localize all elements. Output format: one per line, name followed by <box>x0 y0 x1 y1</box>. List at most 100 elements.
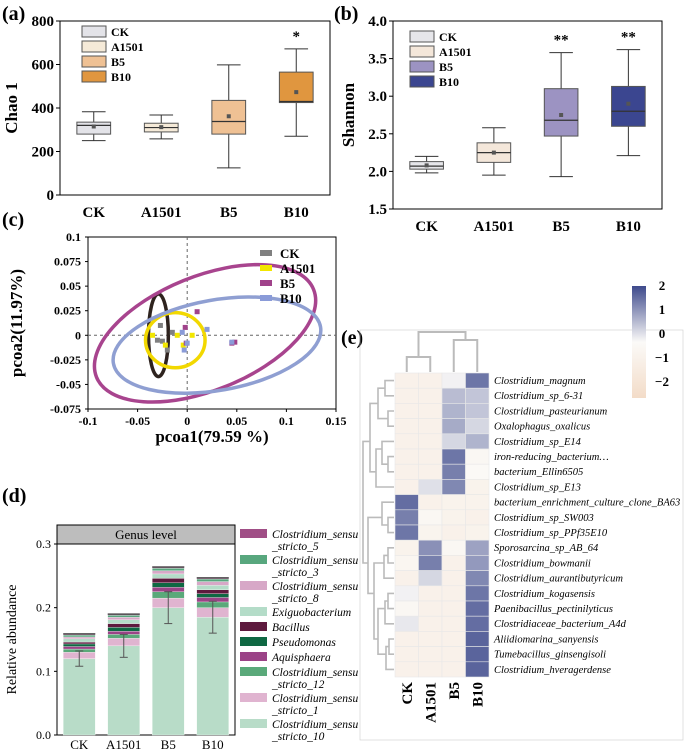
y-tick-label: 800 <box>32 14 55 30</box>
sample-point-B5 <box>232 339 238 345</box>
heatmap-cell <box>441 555 466 571</box>
legend-swatch <box>240 637 267 646</box>
sample-point-CK <box>169 329 175 335</box>
bar-segment-Bacillus <box>107 623 140 628</box>
legend-label: B10 <box>439 75 459 89</box>
heatmap-cell <box>441 403 466 419</box>
heatmap-cell <box>394 403 419 419</box>
sample-point-A1501 <box>180 342 186 348</box>
confidence-ellipse-B10 <box>111 295 323 395</box>
panel-label: (e) <box>341 327 363 349</box>
legend-swatch <box>240 607 267 616</box>
heatmap-cell <box>394 646 419 663</box>
colorbar-tick-label: 1 <box>659 302 666 317</box>
box-iqr <box>611 85 646 127</box>
legend-label: _stricto_5 <box>271 541 319 553</box>
plot-frame <box>87 236 337 410</box>
row-label: Clostridium_bowmanii <box>494 558 591 569</box>
row-label: Clostridiaceae_bacterium_A4d <box>494 619 627 630</box>
row-label: Clostridium_pasteurianum <box>494 406 608 417</box>
heatmap-cell <box>418 631 443 647</box>
legend-label: Clostridium_sensu <box>272 693 359 705</box>
bar-segment-Clostridium_sensu_stricto_8 <box>196 581 229 586</box>
mean-marker <box>294 90 299 95</box>
x-tick-label: A1501 <box>141 205 182 221</box>
dendro-branch <box>452 339 479 372</box>
heatmap-cell <box>394 433 419 450</box>
heatmap-cell <box>418 585 443 602</box>
heatmap-cell <box>394 539 419 556</box>
y-axis-label: pcoa2(11.97%) <box>7 269 26 377</box>
x-tick-label: B5 <box>161 737 176 751</box>
x-tick-label: CK <box>415 219 438 235</box>
heatmap-cell <box>394 418 419 435</box>
legend-label: CK <box>280 246 300 261</box>
sample-point-B5 <box>182 324 188 330</box>
bar-segment-Clostridium_sensu_stricto_10 <box>196 617 229 736</box>
bar-total-cap <box>63 633 96 635</box>
heatmap-cell <box>465 494 490 511</box>
panel-frame <box>359 329 684 741</box>
bar-segment-Clostridium_sensu_stricto_3 <box>152 568 185 571</box>
y-axis-label: Shannon <box>339 82 358 147</box>
y-tick-label: 0 <box>75 328 81 342</box>
dendro-branch <box>369 402 378 473</box>
bar-segment-Bacillus <box>152 578 185 583</box>
legend-label: A1501 <box>439 45 472 59</box>
legend-swatch <box>260 280 272 286</box>
y-tick-label: 3.5 <box>368 52 387 68</box>
heatmap-cell <box>418 646 443 663</box>
sample-point-B10 <box>181 347 187 353</box>
heatmap-cell <box>394 661 419 678</box>
dendro-branch <box>387 592 394 610</box>
x-tick-label: 0.15 <box>326 414 347 428</box>
column-label: A1501 <box>423 682 439 723</box>
heatmap-cell <box>441 418 466 435</box>
y-tick-label: 0.2 <box>36 601 51 615</box>
row-label: Paenibacillus_pectinilyticus <box>493 604 613 615</box>
heatmap-cell <box>418 524 443 541</box>
legend-label: _stricto_3 <box>271 567 319 579</box>
legend-label: Clostridium_sensu <box>272 581 359 593</box>
legend-swatch <box>240 719 267 728</box>
box-B5 <box>211 64 247 169</box>
legend-label: _stricto_10 <box>271 731 325 743</box>
panel-label: (c) <box>2 209 24 231</box>
bar-segment-Exiguobacterium <box>63 638 96 643</box>
legend-label: Clostridium_sensu <box>272 529 359 541</box>
heatmap-cell <box>441 509 466 526</box>
y-tick-label: 0.1 <box>66 230 81 244</box>
legend-label: _stricto_1 <box>271 705 319 717</box>
box-B10: ** <box>611 30 646 157</box>
legend-swatch <box>240 529 267 538</box>
heatmap-cell <box>418 387 443 404</box>
heatmap-cell <box>465 509 490 526</box>
dendro-branch <box>377 387 388 420</box>
dendro-branch <box>387 455 394 473</box>
x-tick-label: B5 <box>552 219 570 235</box>
y-tick-label: 0.05 <box>60 279 81 293</box>
bar-segment-Clostridium_sensu_stricto_10 <box>63 658 96 736</box>
x-tick-label: A1501 <box>106 737 141 751</box>
panel-c-pcoa-scatter: (c) -0.075 -0.05 -0.025 0 0.025 0.05 0.075 0.1 -0… <box>2 209 347 446</box>
heatmap-cell <box>441 570 466 587</box>
row-label: Clostridium_hveragerdense <box>494 665 611 676</box>
dendro-branch <box>384 379 394 397</box>
facet-title: Genus level <box>115 527 177 542</box>
heatmap-cell <box>441 631 466 647</box>
heatmap-cell <box>441 448 466 465</box>
sample-point-CK <box>159 338 165 344</box>
y-tick-label: -0.05 <box>56 377 81 391</box>
bar-segment-Clostridium_sensu_stricto_8 <box>107 617 140 620</box>
heatmap-cell <box>394 372 419 389</box>
y-tick-label: 0.0 <box>36 728 51 742</box>
panel-d-genus-stacked-bar: (d) Genus level 0.0 0.1 0.2 0.3 Relative abund… <box>2 485 359 751</box>
legend-swatch <box>240 555 267 564</box>
legend-swatch <box>260 265 272 271</box>
dendro-branch <box>405 356 432 372</box>
heatmap-cell <box>418 448 443 465</box>
box-B5: ** <box>543 33 579 178</box>
box-CK <box>409 155 444 174</box>
legend-label: _stricto_8 <box>271 593 319 605</box>
row-label: Clostridium_sp_PPf35E10 <box>494 528 608 539</box>
